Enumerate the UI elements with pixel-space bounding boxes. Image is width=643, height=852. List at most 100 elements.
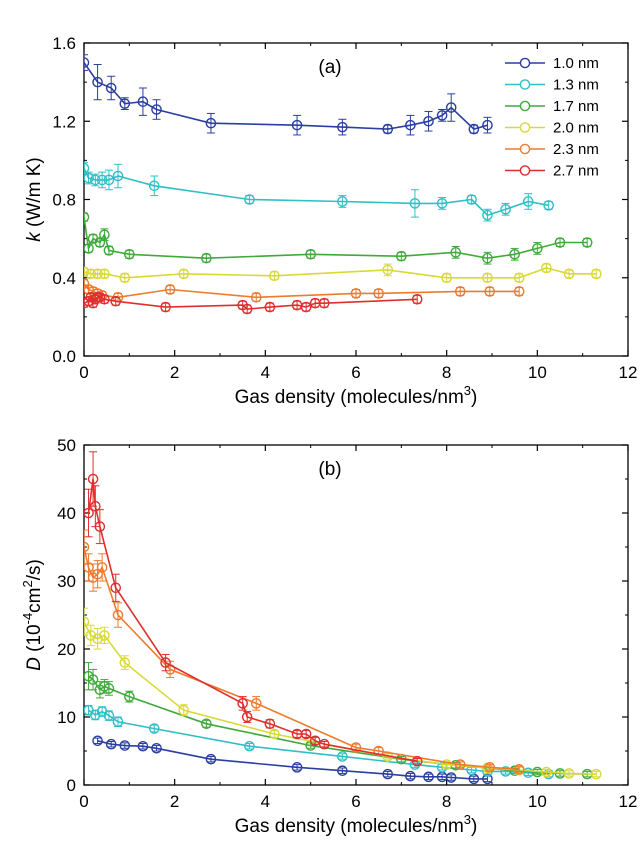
series-line (88, 675, 588, 775)
data-point (541, 766, 552, 778)
data-point (269, 728, 280, 740)
y-axis-title-unit-pre: (10 (24, 624, 45, 657)
data-point (484, 286, 496, 297)
series-line (84, 167, 549, 217)
data-point (454, 286, 466, 297)
data-point (103, 683, 115, 694)
data-point (103, 245, 115, 256)
data-point (482, 119, 493, 131)
data-point (441, 272, 452, 284)
data-point (99, 229, 110, 241)
data-point (382, 123, 394, 135)
data-point (513, 286, 525, 297)
panel-a: 0 2 4 6 8 10 12 0.0 0.4 0.8 1.2 1.6 Gas density (mol… (24, 34, 637, 408)
y-tick-label: 0.0 (52, 347, 76, 366)
y-tick-label: 20 (57, 640, 76, 659)
x-axis-title: Gas density (molecules/nm3) (235, 812, 478, 837)
data-point (85, 268, 97, 280)
data-point (105, 82, 117, 94)
data-point (337, 196, 348, 207)
data-point (124, 691, 135, 702)
x-tick-label: 4 (261, 792, 270, 811)
data-point (112, 609, 124, 621)
data-point (160, 301, 171, 313)
x-tick-label: 0 (79, 363, 88, 382)
data-point (87, 473, 99, 485)
legend-marker (519, 79, 531, 90)
data-point (350, 742, 362, 753)
data-point (119, 740, 131, 751)
data-point (305, 248, 316, 260)
data-point (96, 562, 108, 573)
series-2-7-nm (84, 451, 423, 767)
data-point (84, 243, 94, 254)
data-point (99, 268, 110, 280)
data-point (300, 728, 312, 740)
y-tick-label: 50 (57, 436, 76, 455)
series-line (84, 283, 520, 299)
data-point (300, 301, 312, 313)
data-point (563, 268, 575, 280)
data-point (178, 268, 190, 280)
data-point (244, 740, 255, 752)
series-2-3-nm (84, 529, 525, 775)
x-tick-label: 6 (351, 363, 360, 382)
x-tick-label: 4 (261, 363, 270, 382)
data-point (99, 293, 110, 305)
series-1-7-nm (84, 662, 593, 780)
y-tick-label: 40 (57, 504, 76, 523)
y-tick-label: 0.8 (52, 191, 76, 210)
legend-label: 1.0 nm (553, 55, 599, 72)
data-point (137, 96, 149, 107)
y-axis-title-unit-mid: cm (24, 587, 45, 612)
data-point (90, 174, 101, 186)
data-point (436, 198, 448, 209)
y-axis-title-unit-end: /s) (24, 559, 45, 580)
y-axis-title: k (W/m K) (24, 157, 45, 241)
data-point (124, 248, 135, 260)
legend-label: 2.0 nm (553, 120, 599, 137)
data-point (337, 121, 348, 133)
x-axis-title-sup: 3 (464, 812, 471, 827)
legend-label: 1.7 nm (553, 98, 599, 115)
legend-marker (519, 100, 531, 112)
y-axis-title-unit: (W/m K) (24, 157, 45, 232)
data-point (482, 252, 493, 264)
x-axis-title-sup: 3 (464, 383, 471, 398)
data-point (84, 266, 90, 278)
data-point (84, 57, 90, 68)
x-axis-title-main: Gas density (molecules/nm (235, 816, 464, 837)
x-tick-label: 8 (442, 363, 451, 382)
data-point (450, 247, 462, 258)
data-point (318, 738, 330, 750)
data-point (84, 507, 94, 519)
data-point (103, 174, 115, 186)
x-axis-title-end: ) (471, 816, 477, 837)
data-point (269, 270, 280, 282)
data-point (382, 768, 394, 780)
y-tick-label: 0 (67, 776, 76, 795)
data-point (241, 711, 253, 723)
data-point (92, 76, 103, 88)
data-point (164, 284, 176, 295)
data-point (148, 723, 160, 734)
series-1-3-nm (84, 161, 554, 222)
x-axis-title-main: Gas density (molecules/nm (235, 387, 464, 408)
data-point (513, 764, 525, 775)
x-tick-label: 2 (170, 792, 179, 811)
data-point (532, 243, 543, 254)
y-axis-title-sup1: -4 (20, 613, 35, 625)
data-point (405, 119, 416, 131)
data-point (103, 710, 115, 721)
data-point (112, 716, 124, 728)
data-point (411, 293, 423, 305)
data-point (563, 768, 575, 779)
data-point (119, 657, 131, 668)
y-axis-title: D (10-4cm2/s) (20, 559, 45, 671)
data-point (250, 292, 262, 303)
panel-b: 0 2 4 6 8 10 12 0 10 20 30 40 50 Gas density (molecul… (20, 436, 637, 837)
series-2-3-nm (84, 278, 525, 303)
x-tick-label: 10 (528, 363, 547, 382)
data-point (454, 759, 466, 770)
legend-marker (519, 122, 531, 133)
